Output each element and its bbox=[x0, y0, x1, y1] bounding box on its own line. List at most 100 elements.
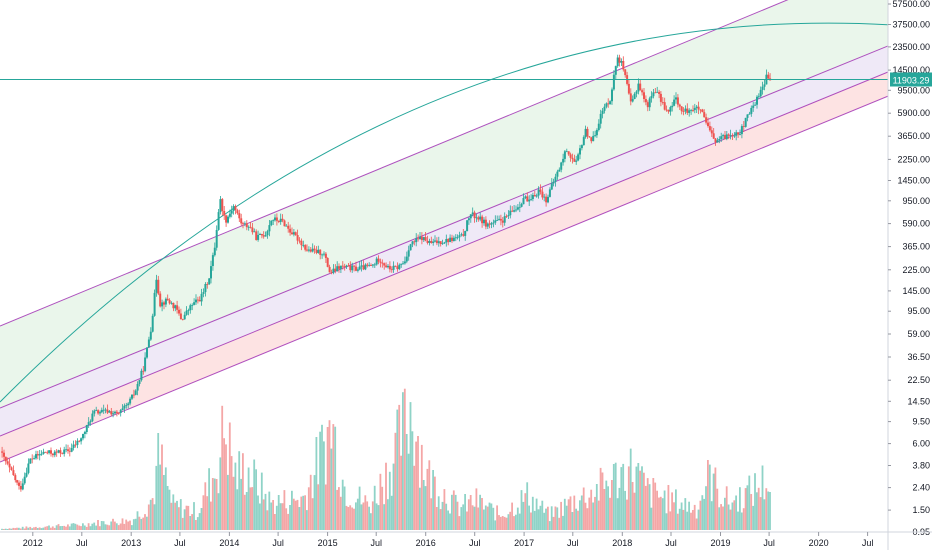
candle-body bbox=[624, 69, 627, 76]
volume-bar bbox=[550, 506, 553, 530]
candle-body bbox=[362, 265, 365, 270]
volume-bar bbox=[215, 479, 218, 530]
candle-body bbox=[59, 450, 62, 454]
candle-body bbox=[16, 480, 19, 483]
volume-bar bbox=[172, 494, 175, 530]
candle-body bbox=[211, 255, 214, 266]
candle-body bbox=[756, 96, 758, 105]
candle-body bbox=[227, 216, 229, 223]
volume-bar bbox=[127, 521, 129, 530]
candle-body bbox=[80, 438, 83, 442]
volume-bar bbox=[132, 519, 135, 530]
volume-bar bbox=[211, 478, 214, 530]
volume-bar bbox=[396, 409, 399, 530]
volume-bar bbox=[688, 501, 690, 530]
candle-body bbox=[633, 93, 636, 99]
candle-body bbox=[714, 138, 717, 143]
volume-bar bbox=[164, 467, 167, 530]
volume-bar bbox=[413, 465, 416, 530]
volume-bar bbox=[50, 527, 52, 530]
candle-body bbox=[3, 452, 5, 457]
volume-bar bbox=[573, 495, 576, 530]
volume-bar bbox=[417, 436, 419, 530]
volume-bar bbox=[68, 526, 71, 530]
candle-body bbox=[565, 151, 568, 153]
volume-bar bbox=[217, 493, 220, 530]
volume-bar bbox=[686, 511, 689, 530]
volume-bar bbox=[759, 497, 762, 530]
candle-body bbox=[206, 284, 209, 285]
candle-body bbox=[552, 181, 555, 184]
channel-lower-zone bbox=[0, 54, 932, 462]
candle-body bbox=[260, 234, 263, 236]
volume-bar bbox=[484, 505, 487, 530]
volume-bar bbox=[424, 486, 427, 530]
volume-bar bbox=[379, 473, 382, 530]
volume-bar bbox=[381, 486, 384, 530]
candle-body bbox=[53, 451, 56, 456]
candle-body bbox=[724, 135, 726, 140]
candle-body bbox=[411, 241, 414, 245]
candle-body bbox=[236, 210, 239, 214]
candle-body bbox=[473, 212, 476, 219]
volume-bar bbox=[195, 520, 197, 530]
candle-body bbox=[550, 183, 553, 190]
x-tick-label: 2013 bbox=[121, 538, 141, 548]
volume-bar bbox=[475, 488, 478, 530]
volume-bar bbox=[612, 464, 615, 530]
volume-bar bbox=[637, 463, 640, 530]
volume-bar bbox=[59, 526, 62, 530]
volume-bar bbox=[641, 466, 643, 530]
candle-body bbox=[475, 217, 478, 219]
volume-bar bbox=[699, 500, 702, 530]
candle-body bbox=[377, 258, 380, 262]
volume-bar bbox=[622, 463, 625, 530]
x-tick-label: 2014 bbox=[219, 538, 239, 548]
candle-body bbox=[55, 451, 58, 453]
volume-bar bbox=[530, 512, 532, 530]
candle-body bbox=[334, 268, 337, 272]
volume-bar bbox=[673, 502, 675, 530]
volume-bar bbox=[106, 524, 109, 530]
candle-body bbox=[588, 136, 591, 138]
candle-body bbox=[157, 279, 160, 294]
current-price-label: 11903.29 bbox=[893, 76, 930, 86]
volume-bar bbox=[409, 402, 412, 530]
volume-bar bbox=[46, 526, 49, 530]
volume-bar bbox=[671, 492, 673, 530]
candle-body bbox=[701, 109, 704, 113]
volume-bar bbox=[307, 487, 310, 530]
volume-bar bbox=[213, 478, 216, 530]
candle-body bbox=[189, 305, 192, 311]
x-tick-label: Jul bbox=[665, 538, 677, 548]
volume-bar bbox=[336, 489, 338, 530]
volume-bar bbox=[531, 496, 534, 530]
volume-bar bbox=[528, 505, 530, 530]
volume-bar bbox=[513, 516, 515, 530]
volume-bar bbox=[501, 516, 504, 530]
candle-body bbox=[8, 463, 11, 468]
x-tick-label: Jul bbox=[174, 538, 186, 548]
volume-bar bbox=[345, 505, 348, 530]
candle-body bbox=[336, 266, 339, 272]
candle-body bbox=[658, 91, 661, 94]
candle-body bbox=[307, 249, 310, 251]
volume-bar bbox=[332, 424, 335, 530]
volume-bar bbox=[51, 526, 54, 530]
volume-bar bbox=[518, 513, 521, 530]
volume-bar bbox=[44, 526, 47, 530]
x-tick-label: 2017 bbox=[514, 538, 534, 548]
candle-body bbox=[185, 310, 188, 315]
candle-body bbox=[360, 265, 363, 267]
candle-body bbox=[639, 83, 642, 91]
candle-body bbox=[317, 249, 320, 253]
volume-bar bbox=[6, 529, 9, 530]
candle-body bbox=[172, 302, 175, 309]
candle-body bbox=[705, 117, 708, 123]
volume-bar bbox=[471, 505, 474, 530]
volume-bar bbox=[407, 453, 410, 530]
channel-line bbox=[0, 27, 932, 409]
volume-bar bbox=[95, 525, 97, 530]
candle-body bbox=[641, 90, 644, 93]
candle-body bbox=[243, 223, 246, 225]
